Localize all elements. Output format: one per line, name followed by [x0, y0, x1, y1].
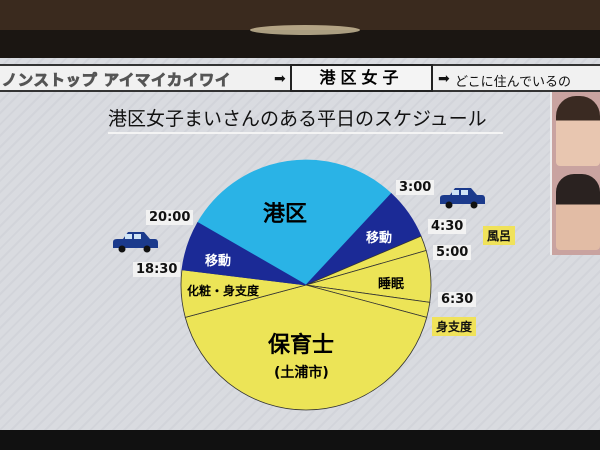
- arrow-right-icon: ➡: [274, 71, 286, 87]
- time-label: 6:30: [438, 292, 477, 307]
- program-logo: ノンストップ アイマイカイワイ: [2, 71, 232, 90]
- slice-sublabel: (土浦市): [274, 365, 329, 381]
- title-underline: [108, 132, 503, 134]
- external-slice-label: 風呂: [483, 226, 516, 245]
- time-label: 4:30: [428, 219, 467, 234]
- topic-label: 港区女子: [290, 64, 433, 92]
- time-label: 20:00: [146, 210, 194, 225]
- arrow-right-icon: ➡: [438, 71, 450, 87]
- car-icon: [113, 232, 158, 253]
- slice-label: 港区: [263, 202, 308, 227]
- pie-slice: [184, 284, 428, 411]
- slice-label: 睡眠: [378, 277, 405, 292]
- program-header-bar: ノンストップ アイマイカイワイ ➡ 港区女子 ➡ どこに住んでいるの: [0, 64, 600, 92]
- car-icon: [440, 188, 485, 209]
- external-slice-label: 身支度: [432, 317, 477, 336]
- time-label: 18:30: [133, 262, 181, 277]
- slice-label: 移動: [205, 254, 232, 269]
- guest-photo: [556, 174, 600, 250]
- subtopic-label: どこに住んでいるの: [455, 75, 571, 90]
- ceiling-lamp: [250, 25, 360, 35]
- studio-guests-inset: [550, 92, 600, 255]
- time-label: 5:00: [433, 245, 472, 260]
- tv-bezel-bottom: [0, 430, 600, 450]
- slice-label: 化粧・身支度: [187, 284, 260, 298]
- slice-label: 移動: [366, 231, 393, 246]
- guest-photo: [556, 96, 600, 166]
- slice-label: 保育士: [268, 333, 335, 358]
- chart-title: 港区女子まいさんのある平日のスケジュール: [108, 108, 487, 130]
- time-label: 3:00: [396, 180, 435, 195]
- pie-slice: [197, 159, 392, 286]
- pie-slice: [181, 221, 307, 286]
